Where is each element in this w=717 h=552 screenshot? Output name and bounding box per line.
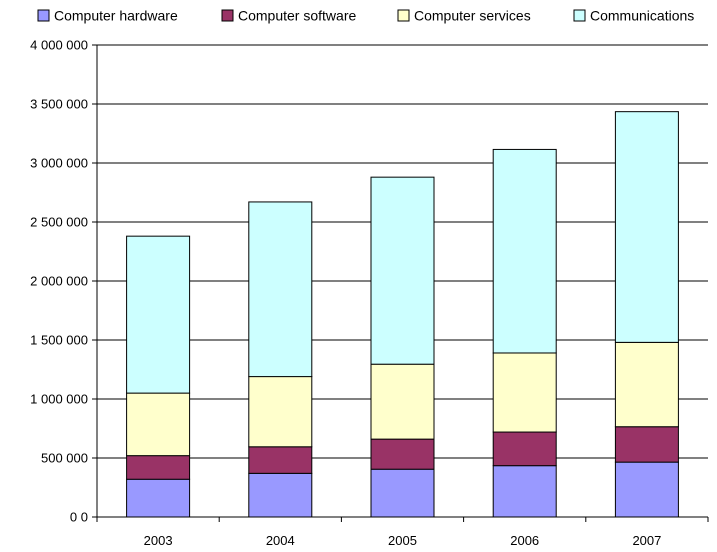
bar-2004-series-3 — [248, 201, 313, 378]
bar-2006-series-3 — [492, 148, 557, 354]
bar-2006-series-2 — [492, 352, 557, 433]
legend-swatch-2 — [397, 9, 410, 22]
legend-label-3: Communications — [590, 8, 694, 24]
bar-2007-series-0 — [614, 461, 679, 518]
bar-2007-series-2 — [614, 341, 679, 428]
y-tick-label-1: 500 000 — [41, 451, 88, 466]
bar-2005-series-0 — [370, 468, 435, 518]
x-tick-label-2005: 2005 — [388, 533, 417, 548]
legend-label-2: Computer services — [414, 8, 531, 24]
y-tick-label-7: 3 500 000 — [30, 97, 88, 112]
x-axis-ticks: 2003 2004 2005 2006 2007 — [96, 517, 709, 548]
legend-swatch-1 — [221, 9, 234, 22]
y-tick-label-2: 1 000 000 — [30, 392, 88, 407]
bar-2003-series-0 — [126, 478, 191, 518]
bar-2006-series-0 — [492, 465, 557, 518]
y-tick-label-0: 0 0 — [70, 510, 88, 525]
bar-2005-series-2 — [370, 363, 435, 440]
legend-label-0: Computer hardware — [54, 8, 178, 24]
y-axis-ticks: 0 0 500 000 1 000 000 1 500 000 2 000 000 2 5… — [30, 38, 97, 525]
bar-2004-series-0 — [248, 472, 313, 518]
y-tick-label-3: 1 500 000 — [30, 333, 88, 348]
legend-swatch-3 — [573, 9, 586, 22]
bar-2003-series-2 — [126, 392, 191, 457]
bar-2003-series-3 — [126, 235, 191, 394]
x-tick-label-2004: 2004 — [266, 533, 295, 548]
legend-label-1: Computer software — [238, 8, 356, 24]
y-tick-label-8: 4 000 000 — [30, 38, 88, 53]
legend: Computer hardware Computer software Comput… — [37, 8, 694, 24]
y-tick-label-5: 2 500 000 — [30, 215, 88, 230]
bar-2005-series-1 — [370, 438, 435, 470]
x-tick-label-2006: 2006 — [510, 533, 539, 548]
x-tick-label-2007: 2007 — [632, 533, 661, 548]
x-tick-label-2003: 2003 — [144, 533, 173, 548]
y-tick-label-6: 3 000 000 — [30, 156, 88, 171]
bar-2005-series-3 — [370, 176, 435, 365]
bar-2006-series-1 — [492, 431, 557, 467]
bar-2004-series-1 — [248, 446, 313, 474]
y-tick-label-4: 2 000 000 — [30, 274, 88, 289]
bar-2003-series-1 — [126, 455, 191, 480]
bar-2007-series-1 — [614, 426, 679, 463]
bars — [126, 111, 679, 518]
bar-2007-series-3 — [614, 111, 679, 343]
bar-2004-series-2 — [248, 376, 313, 448]
legend-swatch-0 — [37, 9, 50, 22]
